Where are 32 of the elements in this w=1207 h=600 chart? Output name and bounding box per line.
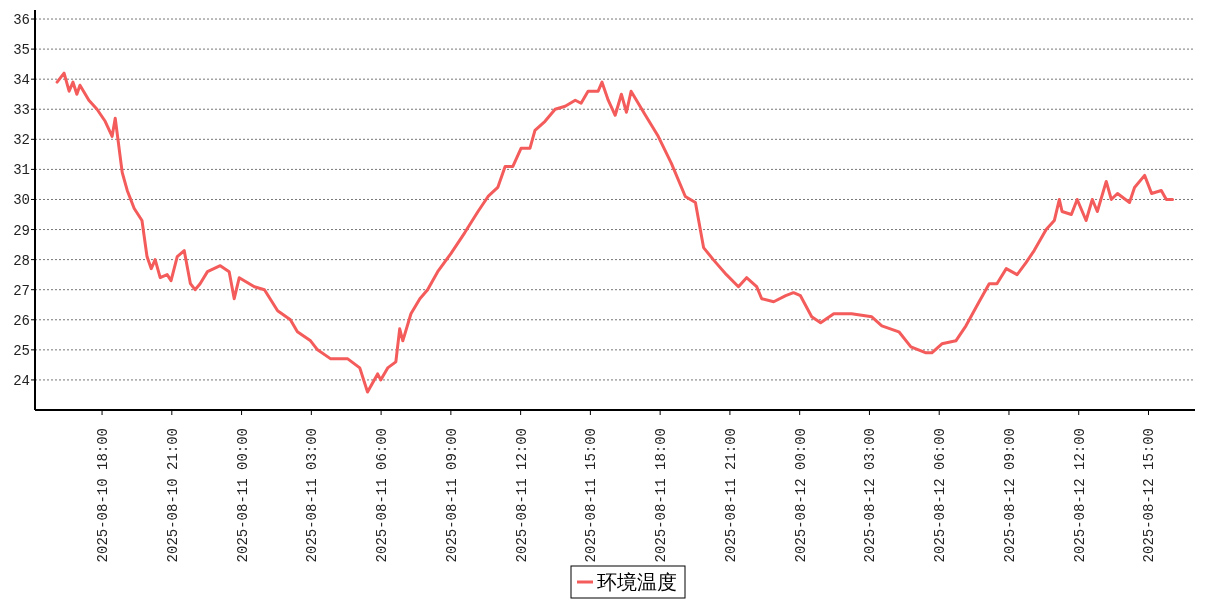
x-tick-label: 2025-08-11 15:00	[583, 428, 600, 563]
y-tick-label: 35	[13, 42, 30, 59]
y-tick-label: 33	[13, 102, 30, 119]
y-tick-label: 32	[13, 132, 30, 149]
x-tick-label: 2025-08-12 03:00	[862, 428, 879, 563]
x-tick-label: 2025-08-11 09:00	[443, 428, 460, 563]
line-series	[55, 71, 1175, 394]
x-tick-label: 2025-08-11 00:00	[234, 428, 251, 563]
x-tick-label: 2025-08-12 00:00	[792, 428, 809, 563]
x-tick-label: 2025-08-11 06:00	[374, 428, 391, 563]
x-tick-label: 2025-08-12 12:00	[1071, 428, 1088, 563]
y-tick-label: 24	[13, 372, 30, 389]
x-tick-label: 2025-08-10 21:00	[164, 428, 181, 563]
x-tick-label: 2025-08-12 06:00	[932, 428, 949, 563]
x-tick-label: 2025-08-12 09:00	[1001, 428, 1018, 563]
y-tick-label: 27	[13, 282, 30, 299]
y-tick-label: 29	[13, 222, 30, 239]
x-tick-label: 2025-08-10 18:00	[95, 428, 112, 563]
y-tick-label: 36	[13, 12, 30, 29]
y-tick-label: 30	[13, 192, 30, 209]
y-tick-label: 26	[13, 312, 30, 329]
x-tick-label: 2025-08-12 15:00	[1141, 428, 1158, 563]
legend: 环境温度	[570, 565, 686, 599]
legend-label: 环境温度	[597, 570, 677, 594]
y-tick-label: 31	[13, 162, 30, 179]
y-tick-label: 34	[13, 72, 30, 89]
y-tick-label: 25	[13, 342, 30, 359]
x-tick-label: 2025-08-11 03:00	[304, 428, 321, 563]
y-tick-label: 28	[13, 252, 30, 269]
x-tick-label: 2025-08-11 21:00	[722, 428, 739, 563]
x-tick-label: 2025-08-11 12:00	[513, 428, 530, 563]
x-tick-label: 2025-08-11 18:00	[653, 428, 670, 563]
